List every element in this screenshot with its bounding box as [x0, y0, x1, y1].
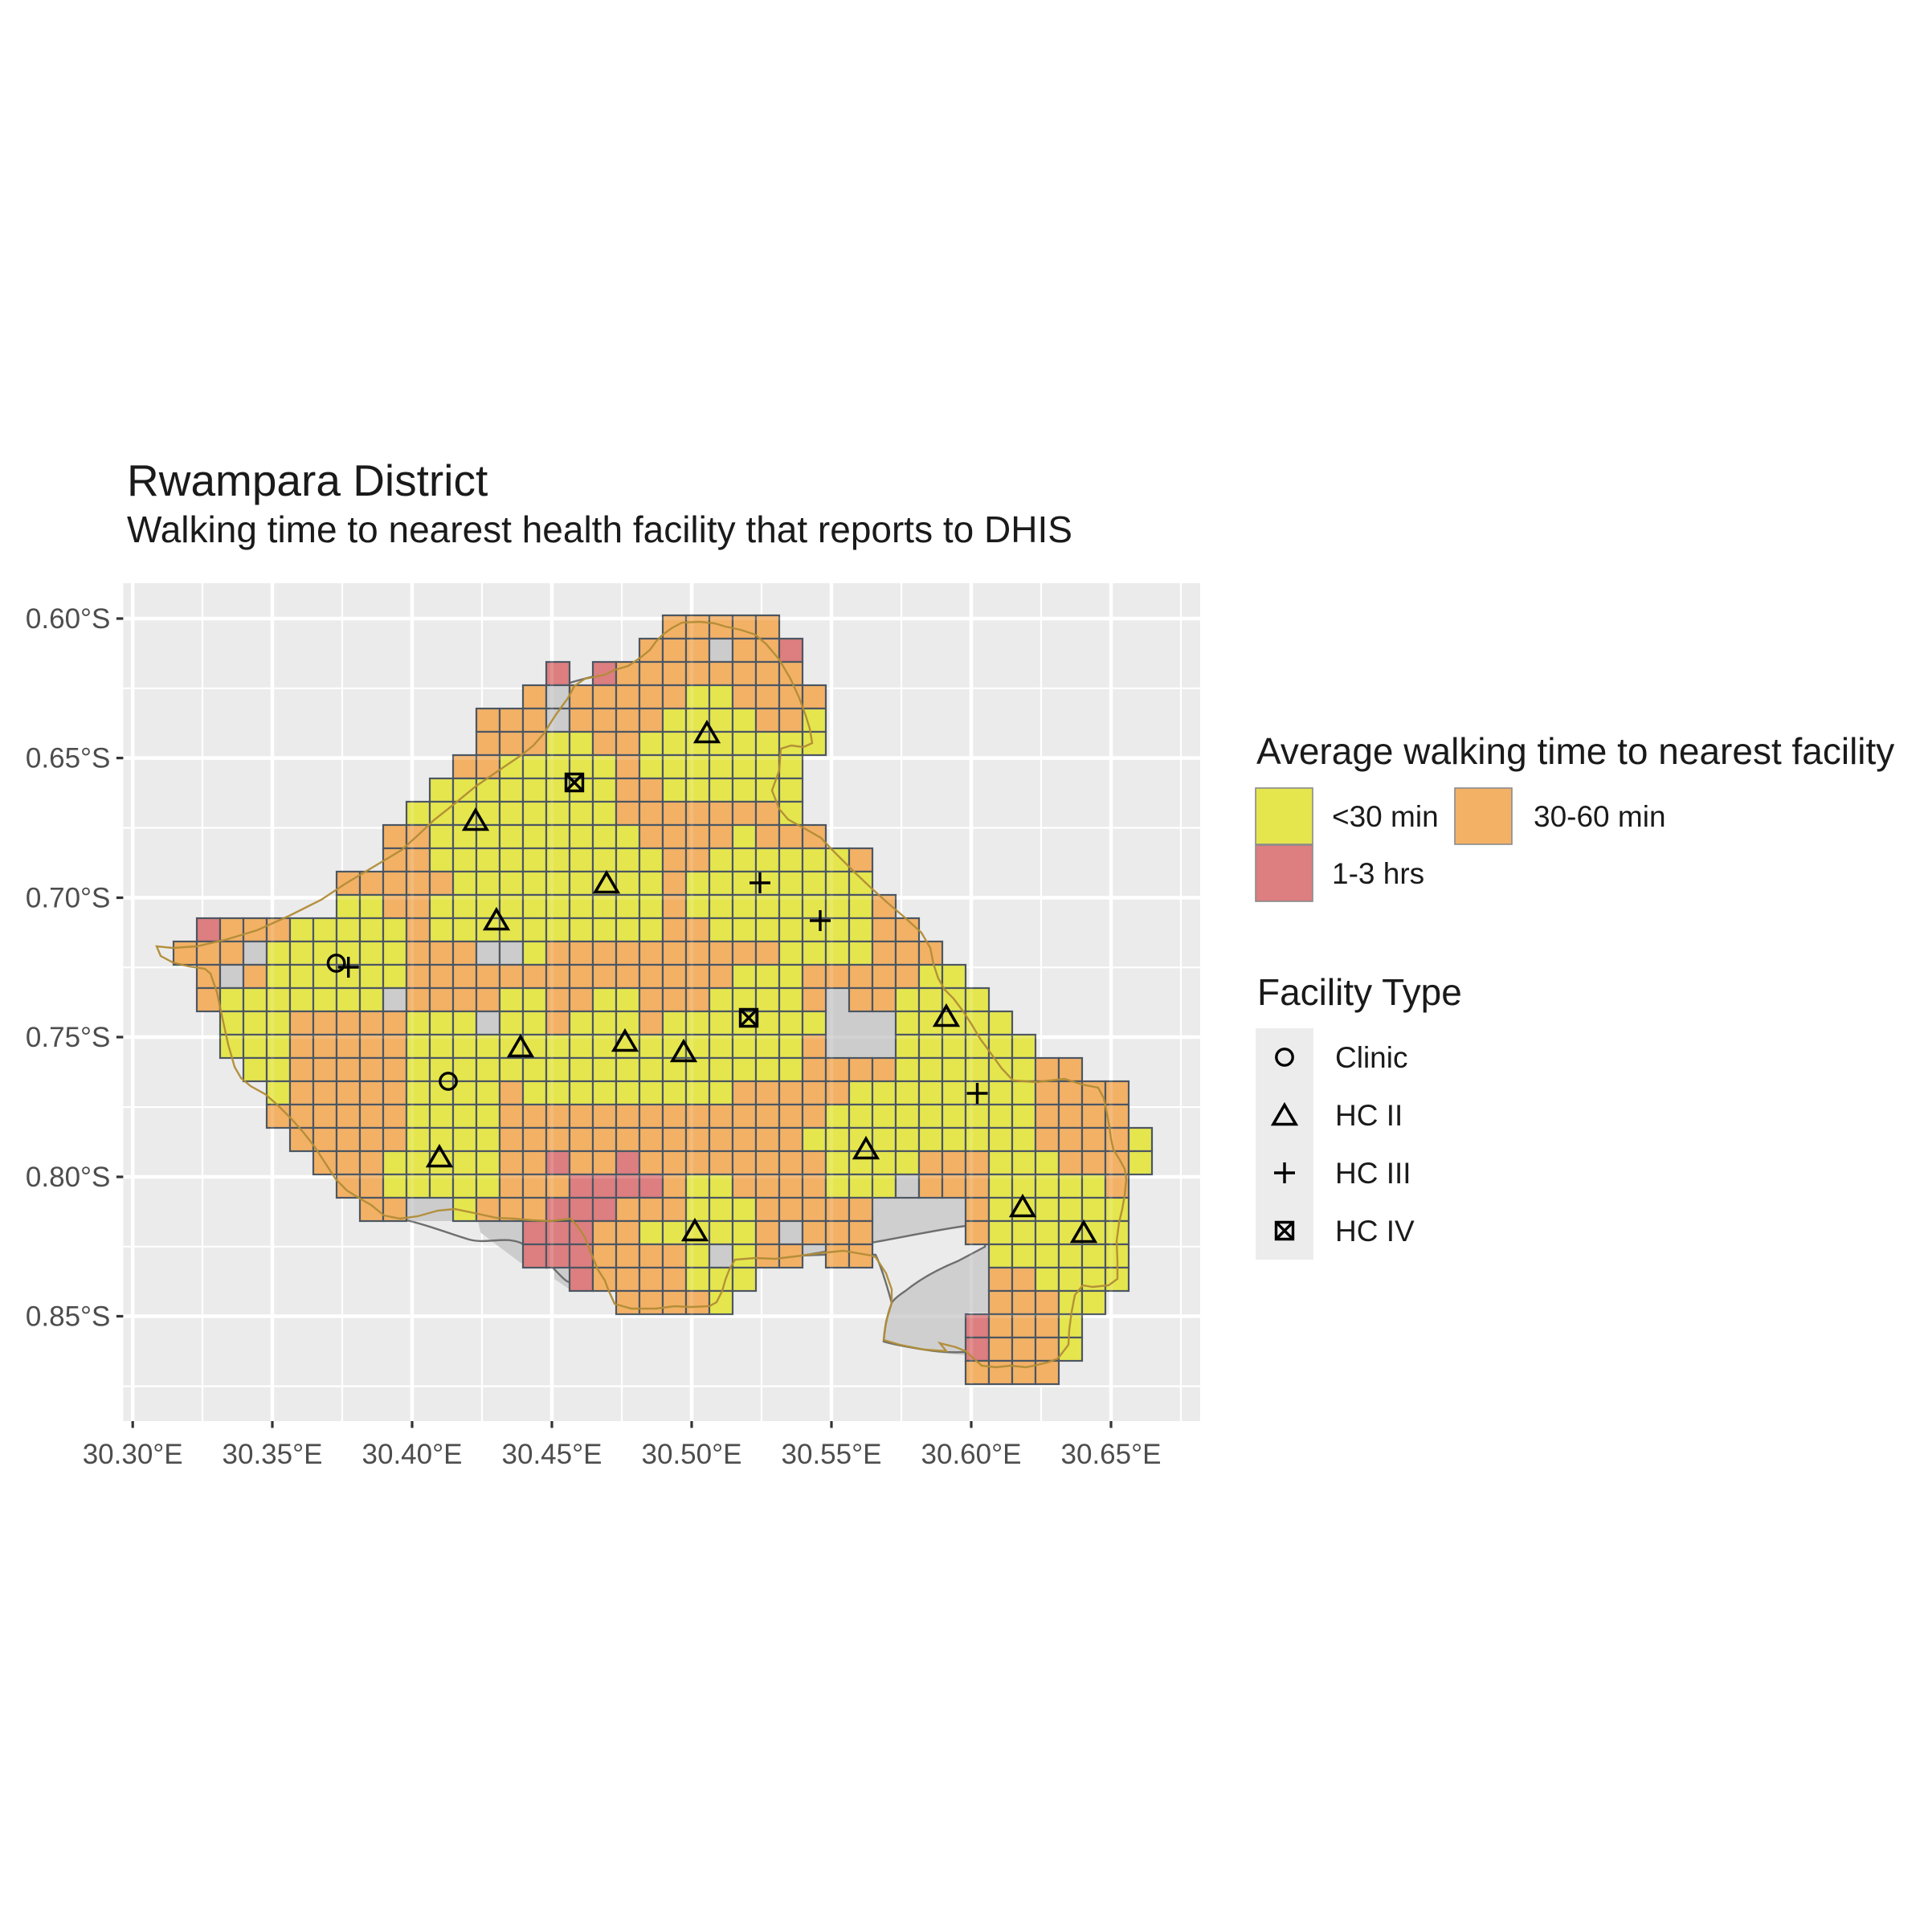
svg-text:<30 min: <30 min [1332, 800, 1439, 833]
svg-text:30.30°E: 30.30°E [83, 1439, 183, 1470]
svg-text:HC III: HC III [1335, 1157, 1411, 1190]
svg-text:30-60 min: 30-60 min [1534, 800, 1666, 833]
svg-text:30.45°E: 30.45°E [502, 1439, 602, 1470]
svg-text:Clinic: Clinic [1335, 1041, 1407, 1074]
svg-text:0.60°S: 0.60°S [26, 603, 110, 635]
svg-text:1-3 hrs: 1-3 hrs [1332, 857, 1424, 890]
svg-text:30.40°E: 30.40°E [362, 1439, 463, 1470]
svg-text:30.60°E: 30.60°E [921, 1439, 1022, 1470]
svg-text:0.75°S: 0.75°S [26, 1022, 110, 1053]
svg-text:0.70°S: 0.70°S [26, 883, 110, 914]
svg-text:Rwampara District: Rwampara District [127, 455, 488, 505]
svg-text:HC IV: HC IV [1335, 1215, 1415, 1248]
svg-text:0.85°S: 0.85°S [26, 1301, 110, 1333]
svg-text:30.65°E: 30.65°E [1061, 1439, 1162, 1470]
svg-text:HC II: HC II [1335, 1099, 1403, 1132]
svg-text:0.80°S: 0.80°S [26, 1162, 110, 1193]
svg-text:30.50°E: 30.50°E [642, 1439, 742, 1470]
svg-text:0.65°S: 0.65°S [26, 743, 110, 774]
svg-text:30.55°E: 30.55°E [782, 1439, 882, 1470]
svg-text:Walking time to nearest health: Walking time to nearest health facility … [127, 509, 1072, 550]
svg-text:Average walking time to neares: Average walking time to nearest facility [1256, 730, 1894, 772]
svg-text:30.35°E: 30.35°E [223, 1439, 323, 1470]
svg-text:Facility Type: Facility Type [1257, 971, 1462, 1013]
